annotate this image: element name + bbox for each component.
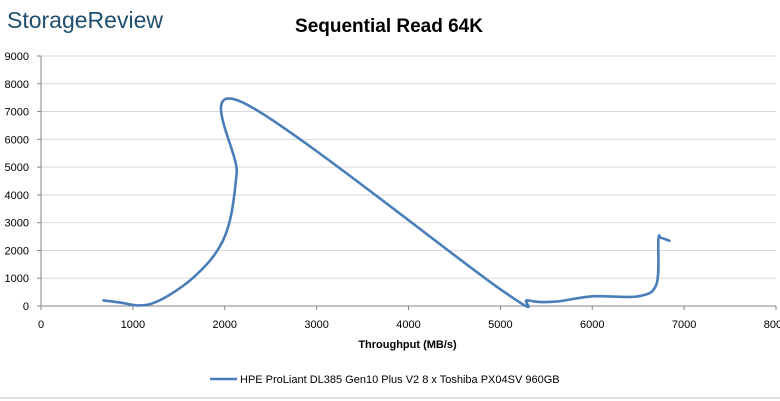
y-tick-label: 9000	[5, 51, 29, 63]
legend-label: HPE ProLiant DL385 Gen10 Plus V2 8 x Tos…	[240, 374, 560, 386]
y-tick-label: 0	[23, 301, 29, 313]
brand-logo: StorageReview	[7, 7, 163, 33]
x-tick-label: 4000	[396, 319, 420, 331]
y-tick-label: 6000	[5, 134, 29, 146]
x-tick-label: 3000	[304, 319, 328, 331]
y-tick-label: 1000	[5, 273, 29, 285]
x-tick-label: 2000	[213, 319, 237, 331]
chart-title: Sequential Read 64K	[295, 16, 483, 37]
series-line-0	[102, 97, 671, 309]
x-tick-label: 6000	[580, 319, 604, 331]
y-axis-ticks: 0 1000 2000 3000 4000 5000 6000 7000 8000 9000	[5, 51, 41, 313]
x-tick-label: 8000	[764, 319, 780, 331]
y-tick-label: 2000	[5, 245, 29, 257]
legend: HPE ProLiant DL385 Gen10 Plus V2 8 x Tos…	[210, 374, 560, 386]
x-tick-label: 0	[38, 319, 44, 331]
gridlines	[41, 55, 776, 279]
y-tick-label: 5000	[5, 162, 29, 174]
x-tick-label: 7000	[672, 319, 696, 331]
x-axis-ticks: 0 1000 2000 3000 4000 5000 6000 7000 8000	[38, 306, 780, 331]
series-layer	[102, 97, 671, 309]
x-tick-label: 1000	[121, 319, 145, 331]
x-axis-label: Throughput (MB/s)	[358, 339, 457, 351]
x-tick-label: 5000	[488, 319, 512, 331]
y-tick-label: 4000	[5, 190, 29, 202]
y-tick-label: 8000	[5, 79, 29, 91]
y-tick-label: 7000	[5, 107, 29, 119]
y-tick-label: 3000	[5, 218, 29, 230]
